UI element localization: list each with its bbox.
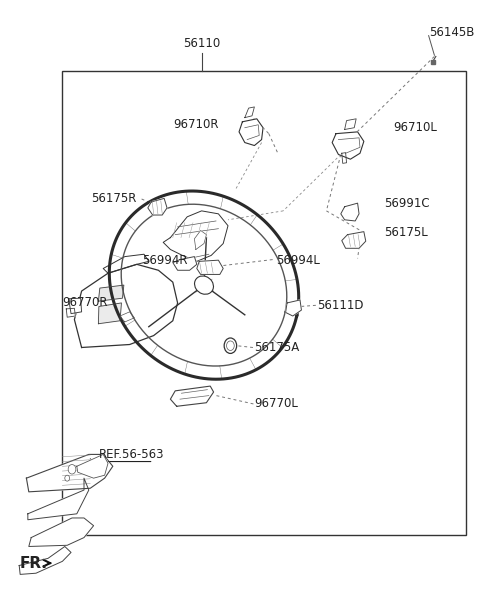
Text: 56175A: 56175A [254, 341, 300, 354]
Polygon shape [29, 518, 94, 546]
Text: 56175R: 56175R [91, 192, 137, 206]
Circle shape [68, 465, 76, 474]
Polygon shape [342, 232, 366, 248]
Text: 96710R: 96710R [173, 118, 218, 131]
Polygon shape [98, 285, 124, 301]
Text: 96770L: 96770L [254, 397, 298, 410]
Polygon shape [286, 300, 301, 316]
Polygon shape [26, 454, 113, 492]
Text: 56994L: 56994L [276, 254, 320, 267]
Polygon shape [120, 312, 134, 322]
Circle shape [224, 338, 237, 353]
Ellipse shape [194, 276, 214, 294]
Text: FR.: FR. [19, 555, 47, 571]
Text: 56994R: 56994R [142, 254, 187, 267]
Text: 56111D: 56111D [317, 299, 363, 312]
Polygon shape [19, 546, 71, 574]
Polygon shape [245, 107, 254, 118]
Text: 56991C: 56991C [384, 197, 430, 210]
Polygon shape [239, 119, 263, 146]
Text: 56145B: 56145B [430, 26, 475, 39]
Polygon shape [98, 303, 121, 324]
Polygon shape [28, 478, 89, 520]
Polygon shape [74, 264, 178, 347]
Text: 56110: 56110 [183, 37, 220, 50]
Text: REF.56-563: REF.56-563 [98, 448, 164, 461]
Circle shape [227, 341, 234, 350]
Polygon shape [69, 298, 82, 314]
Polygon shape [173, 257, 197, 270]
Text: 56175L: 56175L [384, 226, 428, 239]
Polygon shape [163, 211, 228, 261]
Polygon shape [103, 254, 149, 273]
Polygon shape [77, 454, 108, 478]
Polygon shape [342, 153, 347, 163]
Polygon shape [148, 198, 167, 215]
Polygon shape [194, 230, 206, 249]
Polygon shape [66, 308, 75, 317]
Polygon shape [341, 203, 359, 221]
Polygon shape [170, 386, 214, 406]
Polygon shape [332, 132, 364, 159]
Circle shape [65, 475, 70, 481]
Text: 96710L: 96710L [394, 121, 437, 134]
Polygon shape [345, 119, 356, 129]
Polygon shape [197, 260, 223, 274]
Bar [62, 71, 466, 535]
Text: 96770R: 96770R [62, 296, 108, 309]
